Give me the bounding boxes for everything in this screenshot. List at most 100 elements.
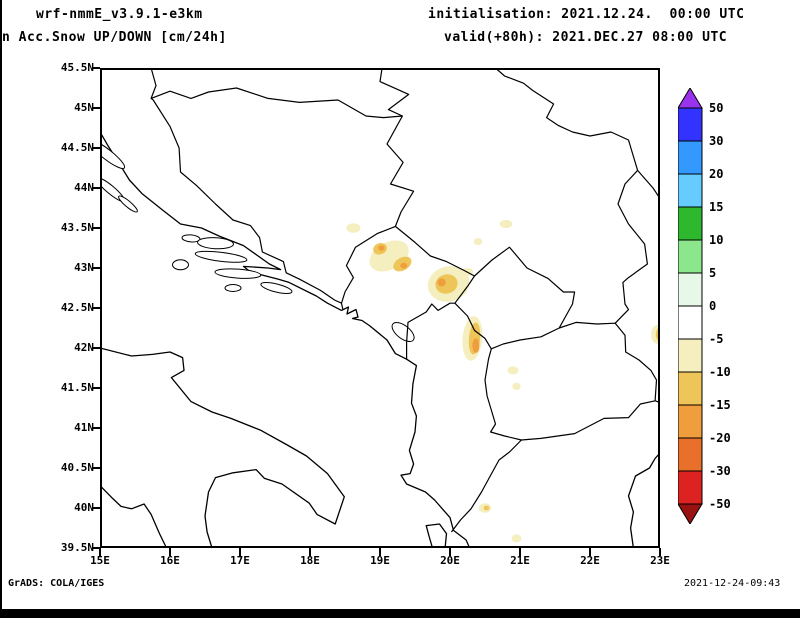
island-mljet bbox=[260, 282, 293, 294]
lat-tick-mark bbox=[92, 107, 100, 109]
lat-tick-mark bbox=[92, 547, 100, 549]
lat-tick-label: 41.5N bbox=[60, 381, 94, 394]
snow-accumulation-patches bbox=[346, 220, 660, 543]
lat-tick-label: 44.5N bbox=[60, 141, 94, 154]
lat-tick-label: 41N bbox=[74, 421, 94, 434]
lon-tick-mark bbox=[309, 548, 311, 556]
lat-tick-label: 43N bbox=[74, 261, 94, 274]
colorbar-level-label: -10 bbox=[709, 365, 731, 379]
product-title: n Acc.Snow UP/DOWN [cm/24h] bbox=[2, 30, 227, 45]
lon-tick-mark bbox=[99, 548, 101, 556]
border-croatia-bosnia-west bbox=[150, 97, 342, 304]
lon-tick-mark bbox=[239, 548, 241, 556]
snow-patch bbox=[369, 240, 409, 272]
island-vis bbox=[172, 259, 189, 271]
lakes bbox=[391, 321, 415, 343]
snow-patch bbox=[511, 534, 522, 543]
italy-tyrrhenian-coastline bbox=[100, 485, 168, 548]
lon-tick-mark bbox=[379, 548, 381, 556]
left-edge-line bbox=[0, 0, 2, 618]
thermaic-gulf-coastline bbox=[627, 452, 660, 548]
lon-tick-mark bbox=[449, 548, 451, 556]
colorbar-level-label: 50 bbox=[709, 101, 723, 115]
lon-tick-label: 21E bbox=[510, 554, 530, 567]
border-croatia-bosnia-north-drina bbox=[150, 68, 415, 310]
lat-tick-mark bbox=[92, 67, 100, 69]
colorbar-level-label: -5 bbox=[709, 332, 723, 346]
lat-tick-label: 42N bbox=[74, 341, 94, 354]
colorbar-level-label: 10 bbox=[709, 233, 723, 247]
border-kosovo bbox=[454, 246, 576, 350]
italy-adriatic-coastline bbox=[100, 347, 345, 548]
country-borders bbox=[150, 68, 660, 533]
snow-patch bbox=[499, 220, 513, 228]
adriatic-islands bbox=[100, 139, 293, 294]
corfu-island bbox=[425, 523, 448, 548]
border-montenegro-serbia bbox=[395, 225, 475, 277]
snow-patch bbox=[483, 505, 490, 511]
colorbar-arrow-up bbox=[677, 87, 703, 109]
lat-tick-label: 42.5N bbox=[60, 301, 94, 314]
lat-tick-mark bbox=[92, 507, 100, 509]
colorbar-level-label: 15 bbox=[709, 200, 723, 214]
island-kornati bbox=[118, 195, 138, 213]
colorbar-segment bbox=[677, 470, 703, 505]
lat-tick-mark bbox=[92, 347, 100, 349]
map-plot bbox=[100, 68, 660, 548]
balkan-coastline bbox=[100, 131, 471, 548]
colorbar-segment bbox=[677, 173, 703, 208]
valid-time-label: valid(+80h): 2021.DEC.27 08:00 UTC bbox=[444, 30, 728, 45]
colorbar-level-label: 30 bbox=[709, 134, 723, 148]
snow-patch bbox=[472, 338, 480, 353]
grads-credit: GrADS: COLA/IGES bbox=[8, 578, 105, 589]
lat-tick-label: 40.5N bbox=[60, 461, 94, 474]
lat-tick-mark bbox=[92, 387, 100, 389]
snow-patch bbox=[473, 238, 483, 246]
lat-tick-mark bbox=[92, 187, 100, 189]
model-title: wrf-nmmE_v3.9.1-e3km bbox=[36, 7, 203, 22]
lat-tick-mark bbox=[92, 427, 100, 429]
lat-tick-label: 45N bbox=[74, 101, 94, 114]
lat-tick-mark bbox=[92, 307, 100, 309]
colorbar-segment bbox=[677, 404, 703, 439]
colorbar-segment bbox=[677, 437, 703, 472]
island-korcula bbox=[214, 268, 262, 279]
island-hvar bbox=[194, 250, 248, 263]
bottom-bar bbox=[0, 609, 800, 618]
snow-patch bbox=[507, 366, 519, 375]
island-brac bbox=[197, 237, 234, 250]
colorbar-segment bbox=[677, 206, 703, 241]
coastlines bbox=[100, 131, 660, 548]
lon-tick-mark bbox=[589, 548, 591, 556]
snow-patch bbox=[400, 262, 408, 269]
lon-tick-label: 19E bbox=[370, 554, 390, 567]
colorbar-level-label: 0 bbox=[709, 299, 716, 313]
lon-tick-label: 15E bbox=[90, 554, 110, 567]
colorbar-level-label: -30 bbox=[709, 464, 731, 478]
colorbar-level-label: 20 bbox=[709, 167, 723, 181]
border-macedonia-greece bbox=[521, 400, 656, 441]
lon-tick-label: 17E bbox=[230, 554, 250, 567]
colorbar-segment bbox=[677, 338, 703, 373]
lat-tick-label: 44N bbox=[74, 181, 94, 194]
lon-tick-label: 18E bbox=[300, 554, 320, 567]
colorbar-segment bbox=[677, 239, 703, 274]
lat-tick-mark bbox=[92, 467, 100, 469]
lon-tick-label: 16E bbox=[160, 554, 180, 567]
lat-tick-mark bbox=[92, 227, 100, 229]
colorbar-level-label: 5 bbox=[709, 266, 716, 280]
lon-tick-label: 22E bbox=[580, 554, 600, 567]
init-time-label: initialisation: 2021.12.24. 00:00 UTC bbox=[428, 7, 745, 22]
snow-patch bbox=[437, 278, 446, 287]
colorbar-level-label: -50 bbox=[709, 497, 731, 511]
lon-tick-mark bbox=[519, 548, 521, 556]
colorbar-segment bbox=[677, 107, 703, 142]
lon-tick-mark bbox=[169, 548, 171, 556]
colorbar-level-label: -20 bbox=[709, 431, 731, 445]
island-lastovo bbox=[224, 284, 242, 292]
lat-tick-mark bbox=[92, 267, 100, 269]
colorbar-arrow-down bbox=[677, 503, 703, 525]
colorbar-segment bbox=[677, 371, 703, 406]
